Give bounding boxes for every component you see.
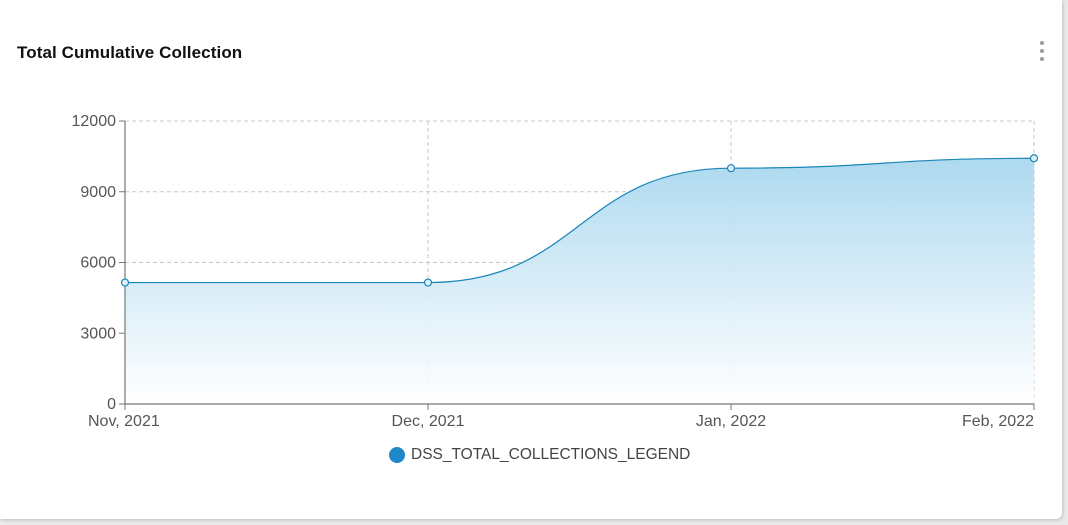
y-tick-label: 9000 [80, 184, 116, 201]
series-area [125, 157, 1035, 404]
x-axis-ticks: Nov, 2021 Dec, 2021 Jan, 2022 Feb, 2022 [88, 404, 1035, 430]
y-tick-label: 0 [107, 396, 116, 413]
data-point [726, 164, 736, 173]
chart-title: Total Cumulative Collection [17, 43, 243, 62]
legend-marker [389, 447, 405, 463]
x-tick-label: Jan, 2022 [696, 413, 766, 430]
x-tick-label: Feb, 2022 [962, 413, 1034, 430]
area-chart: 0 3000 6000 9000 12000 Nov, 2021 Dec, 2021 Jan… [72, 113, 1039, 430]
y-tick-label: 12000 [72, 113, 117, 130]
data-point [423, 278, 433, 287]
x-tick-label: Dec, 2021 [392, 413, 465, 430]
y-tick-label: 6000 [80, 255, 116, 272]
data-point [120, 278, 130, 287]
legend-label: DSS_TOTAL_COLLECTIONS_LEGEND [411, 446, 691, 463]
legend-item[interactable]: DSS_TOTAL_COLLECTIONS_LEGEND [389, 446, 690, 464]
y-axis-ticks: 0 3000 6000 9000 12000 [72, 113, 125, 413]
data-point [1029, 154, 1039, 163]
series-line [125, 157, 1035, 284]
x-tick-label: Nov, 2021 [88, 413, 160, 430]
data-points [120, 154, 1039, 287]
y-tick-label: 3000 [80, 325, 116, 342]
series-area-fill [125, 158, 1034, 404]
more-vertical-icon[interactable] [1034, 40, 1050, 62]
